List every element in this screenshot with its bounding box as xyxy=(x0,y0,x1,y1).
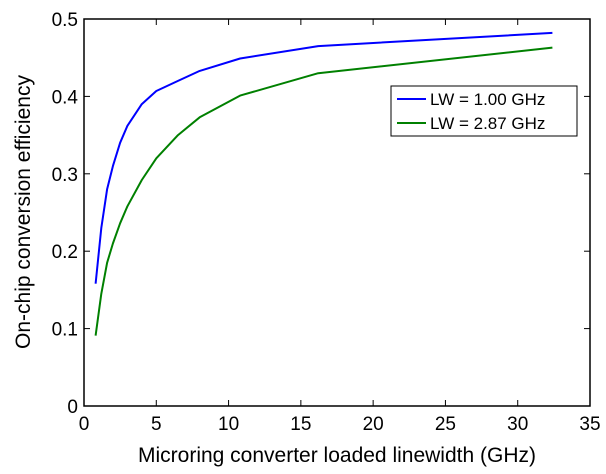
legend: LW = 1.00 GHz LW = 2.87 GHz xyxy=(390,85,578,137)
series-layer xyxy=(94,31,553,336)
y-tick-label: 0.4 xyxy=(52,87,79,108)
y-tick-label: 0.1 xyxy=(52,320,78,341)
x-axis: 0 5 10 15 20 25 30 35 xyxy=(79,19,601,435)
series-line-lw-2-87 xyxy=(94,46,553,336)
y-tick-label: 0.5 xyxy=(52,10,78,31)
x-tick-label: 15 xyxy=(290,414,311,435)
legend-label-lw-2-87: LW = 2.87 GHz xyxy=(430,114,545,133)
x-tick-label: 30 xyxy=(507,414,528,435)
plot-frame xyxy=(83,18,591,407)
x-tick-label: 10 xyxy=(218,414,239,435)
x-tick-label: 25 xyxy=(435,414,456,435)
y-tick-label: 0.2 xyxy=(52,242,78,263)
x-tick-label: 0 xyxy=(79,414,90,435)
x-tick-label: 5 xyxy=(151,414,162,435)
y-axis: 0 0.1 0.2 0.3 0.4 0.5 xyxy=(52,10,590,418)
legend-label-lw-1-00: LW = 1.00 GHz xyxy=(430,90,545,109)
axes-box xyxy=(83,18,591,407)
y-tick-label: 0 xyxy=(67,397,78,418)
legend-box xyxy=(390,85,578,137)
x-tick-label: 35 xyxy=(579,414,600,435)
y-tick-label: 0.3 xyxy=(52,165,78,186)
series-line-lw-1-00 xyxy=(94,31,553,284)
x-tick-label: 20 xyxy=(363,414,384,435)
x-axis-label: Microring converter loaded linewidth (GH… xyxy=(138,444,536,467)
y-axis-label: On-chip conversion efficiency xyxy=(12,75,35,349)
